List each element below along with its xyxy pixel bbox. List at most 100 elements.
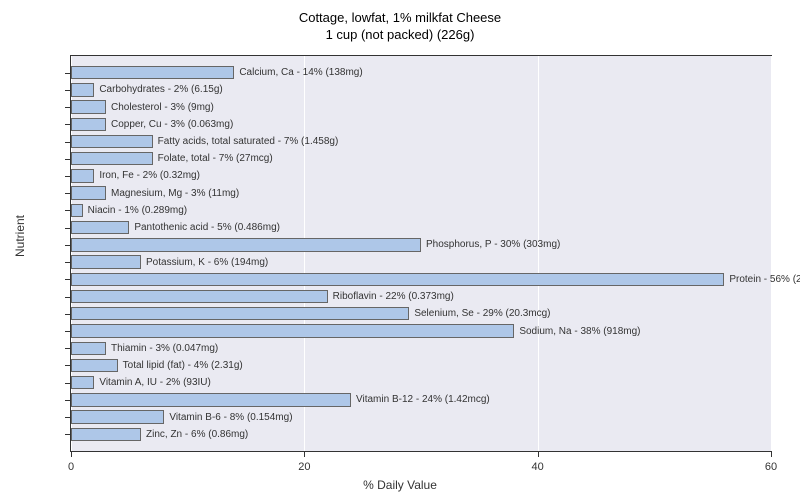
nutrient-bar	[71, 118, 106, 131]
x-tick-label: 40	[532, 461, 544, 473]
bar-row: Calcium, Ca - 14% (138mg)	[71, 66, 363, 79]
bar-row: Total lipid (fat) - 4% (2.31g)	[71, 359, 243, 372]
nutrient-bar	[71, 255, 141, 268]
y-tick	[65, 142, 70, 143]
nutrient-bar	[71, 410, 164, 423]
plot-area: 0204060Calcium, Ca - 14% (138mg)Carbohyd…	[70, 55, 772, 452]
bar-row: Copper, Cu - 3% (0.063mg)	[71, 118, 233, 131]
bar-row: Vitamin A, IU - 2% (93IU)	[71, 376, 211, 389]
nutrient-bar	[71, 152, 153, 165]
x-tick-label: 60	[765, 461, 777, 473]
nutrient-label: Niacin - 1% (0.289mg)	[88, 205, 187, 216]
nutrient-label: Folate, total - 7% (27mcg)	[158, 153, 273, 164]
nutrient-label: Riboflavin - 22% (0.373mg)	[333, 291, 454, 302]
chart-title: Cottage, lowfat, 1% milkfat Cheese 1 cup…	[0, 0, 800, 44]
nutrient-label: Pantothenic acid - 5% (0.486mg)	[134, 222, 280, 233]
y-tick	[65, 193, 70, 194]
y-tick	[65, 228, 70, 229]
x-tick-label: 20	[298, 461, 310, 473]
nutrient-bar	[71, 83, 94, 96]
gridline	[304, 56, 305, 451]
nutrient-label: Phosphorus, P - 30% (303mg)	[426, 239, 560, 250]
bar-row: Pantothenic acid - 5% (0.486mg)	[71, 221, 280, 234]
nutrient-bar	[71, 221, 129, 234]
y-tick	[65, 417, 70, 418]
nutrient-bar	[71, 359, 118, 372]
nutrient-label: Total lipid (fat) - 4% (2.31g)	[123, 360, 243, 371]
bar-row: Protein - 56% (28.00g)	[71, 273, 800, 286]
nutrient-bar	[71, 324, 514, 337]
bar-row: Potassium, K - 6% (194mg)	[71, 255, 268, 268]
nutrient-bar	[71, 135, 153, 148]
y-tick	[65, 262, 70, 263]
bar-row: Niacin - 1% (0.289mg)	[71, 204, 187, 217]
y-tick	[65, 400, 70, 401]
bar-row: Folate, total - 7% (27mcg)	[71, 152, 273, 165]
bar-row: Sodium, Na - 38% (918mg)	[71, 324, 641, 337]
bar-row: Carbohydrates - 2% (6.15g)	[71, 83, 223, 96]
x-tick	[538, 452, 539, 457]
nutrient-label: Magnesium, Mg - 3% (11mg)	[111, 188, 239, 199]
nutrient-bar	[71, 342, 106, 355]
title-line-1: Cottage, lowfat, 1% milkfat Cheese	[0, 10, 800, 27]
nutrient-bar	[71, 290, 328, 303]
y-tick	[65, 73, 70, 74]
nutrient-label: Vitamin B-6 - 8% (0.154mg)	[169, 412, 292, 423]
chart-container: Cottage, lowfat, 1% milkfat Cheese 1 cup…	[0, 0, 800, 500]
x-axis-label: % Daily Value	[363, 478, 437, 492]
x-tick	[71, 452, 72, 457]
nutrient-bar	[71, 186, 106, 199]
nutrient-label: Zinc, Zn - 6% (0.86mg)	[146, 429, 248, 440]
nutrient-bar	[71, 100, 106, 113]
bar-row: Iron, Fe - 2% (0.32mg)	[71, 169, 200, 182]
nutrient-label: Sodium, Na - 38% (918mg)	[519, 326, 640, 337]
bar-row: Phosphorus, P - 30% (303mg)	[71, 238, 560, 251]
y-tick	[65, 279, 70, 280]
y-tick	[65, 90, 70, 91]
gridline	[538, 56, 539, 451]
bar-row: Thiamin - 3% (0.047mg)	[71, 342, 218, 355]
nutrient-bar	[71, 393, 351, 406]
y-axis-label: Nutrient	[13, 215, 27, 257]
bar-row: Selenium, Se - 29% (20.3mcg)	[71, 307, 551, 320]
x-tick	[771, 452, 772, 457]
bar-row: Riboflavin - 22% (0.373mg)	[71, 290, 454, 303]
y-tick	[65, 176, 70, 177]
nutrient-bar	[71, 204, 83, 217]
y-tick	[65, 297, 70, 298]
y-tick	[65, 434, 70, 435]
bar-row: Cholesterol - 3% (9mg)	[71, 100, 214, 113]
nutrient-bar	[71, 428, 141, 441]
title-line-2: 1 cup (not packed) (226g)	[0, 27, 800, 44]
bar-row: Zinc, Zn - 6% (0.86mg)	[71, 428, 248, 441]
nutrient-label: Selenium, Se - 29% (20.3mcg)	[414, 308, 550, 319]
y-tick	[65, 245, 70, 246]
y-tick	[65, 365, 70, 366]
nutrient-bar	[71, 169, 94, 182]
y-tick	[65, 159, 70, 160]
bar-row: Vitamin B-6 - 8% (0.154mg)	[71, 410, 293, 423]
nutrient-label: Potassium, K - 6% (194mg)	[146, 257, 268, 268]
bar-row: Vitamin B-12 - 24% (1.42mcg)	[71, 393, 490, 406]
gridline	[771, 56, 772, 451]
y-tick	[65, 107, 70, 108]
nutrient-bar	[71, 273, 724, 286]
gridline	[71, 56, 72, 451]
nutrient-label: Iron, Fe - 2% (0.32mg)	[99, 170, 200, 181]
bar-row: Magnesium, Mg - 3% (11mg)	[71, 186, 239, 199]
y-tick	[65, 331, 70, 332]
nutrient-label: Vitamin A, IU - 2% (93IU)	[99, 377, 211, 388]
y-tick	[65, 348, 70, 349]
y-tick	[65, 314, 70, 315]
nutrient-bar	[71, 376, 94, 389]
y-tick	[65, 383, 70, 384]
nutrient-bar	[71, 238, 421, 251]
bar-row: Fatty acids, total saturated - 7% (1.458…	[71, 135, 338, 148]
nutrient-bar	[71, 307, 409, 320]
nutrient-label: Vitamin B-12 - 24% (1.42mcg)	[356, 394, 490, 405]
nutrient-label: Cholesterol - 3% (9mg)	[111, 102, 214, 113]
nutrient-bar	[71, 66, 234, 79]
y-tick	[65, 210, 70, 211]
nutrient-label: Protein - 56% (28.00g)	[729, 274, 800, 285]
nutrient-label: Carbohydrates - 2% (6.15g)	[99, 84, 222, 95]
